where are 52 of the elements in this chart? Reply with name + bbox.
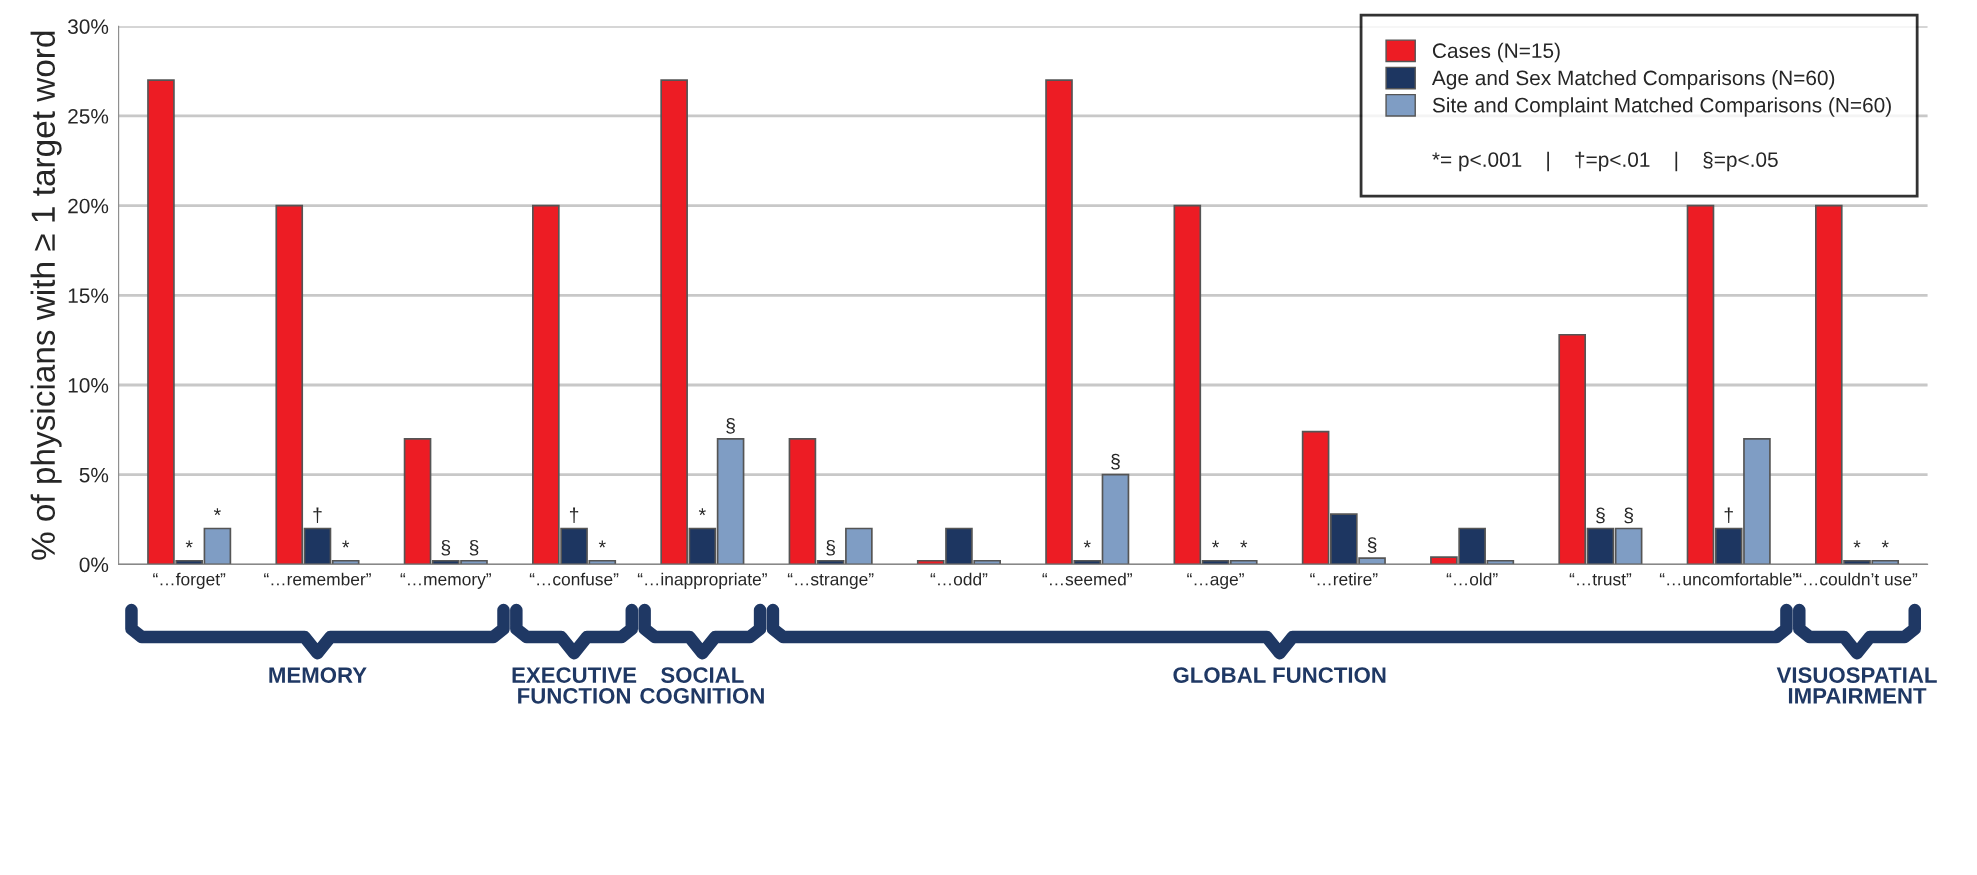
legend-label: Age and Sex Matched Comparisons (N=60) <box>1431 69 1835 90</box>
y-tick-label: 25% <box>68 108 109 124</box>
data-label: § <box>1111 453 1120 470</box>
data-label: * <box>1240 540 1248 548</box>
x-tick-label: “…memory” <box>400 573 491 589</box>
x-tick-label: “…uncomfortable” <box>1659 572 1798 586</box>
x-tick-label: “…inappropriate” <box>637 572 767 589</box>
data-label: † <box>313 507 322 523</box>
annotation: *= p<.001 | †=p<.01 | §=p<.05 <box>1432 151 1778 172</box>
data-label: § <box>441 539 451 556</box>
data-label: * <box>698 508 706 516</box>
data-label: * <box>213 508 221 516</box>
x-tick-label: “…forget” <box>153 572 226 589</box>
y-tick-label: 20% <box>68 198 109 214</box>
data-label: § <box>1596 507 1605 524</box>
data-label: * <box>1881 540 1889 548</box>
text: EXECUTIVE FUNCTION <box>512 667 637 704</box>
data-label: § <box>826 539 835 556</box>
data-label: * <box>342 540 350 548</box>
x-tick-label: “…confuse” <box>529 572 619 586</box>
y-tick-label: 0% <box>79 557 109 573</box>
x-tick-label: “…odd” <box>930 572 988 586</box>
data-label: § <box>1367 537 1377 553</box>
x-tick-label: “…age” <box>1187 573 1244 589</box>
x-tick-label: “…remember” <box>264 572 371 586</box>
text: GLOBAL FUNCTION <box>1173 667 1386 683</box>
y-tick-label: 5% <box>79 467 109 483</box>
text: VISUOSPATIAL IMPAIRMENT <box>1776 667 1937 704</box>
y-tick-label: 30% <box>68 19 109 34</box>
data-label: § <box>726 417 735 434</box>
data-label: † <box>1724 507 1733 523</box>
text: SOCIAL COGNITION <box>640 667 764 704</box>
x-tick-label: “…couldn’t use” <box>1796 572 1918 586</box>
y-tick-label: 10% <box>68 378 109 393</box>
data-label: § <box>469 539 479 556</box>
data-label: * <box>185 540 193 548</box>
y-tick-label: 15% <box>68 288 109 304</box>
legend-label: Site and Complaint Matched Comparisons (N=60) <box>1432 97 1891 117</box>
x-tick-label: “…retire” <box>1310 572 1378 586</box>
data-label: * <box>1083 540 1091 548</box>
text: MEMORY <box>269 667 367 683</box>
data-label: § <box>1624 507 1633 524</box>
x-tick-label: “…strange” <box>787 573 874 589</box>
data-label: * <box>1853 540 1861 548</box>
legend-label: Cases (N=15) <box>1432 42 1560 63</box>
data-label: † <box>569 507 579 523</box>
x-tick-label: “…old” <box>1446 572 1498 586</box>
x-tick-label: “…seemed” <box>1042 572 1132 586</box>
data-label: * <box>598 540 606 548</box>
x-tick-label: “…trust” <box>1569 573 1632 586</box>
y-axis-title: % of physicians with ≥ 1 target word <box>30 31 62 560</box>
data-label: * <box>1212 540 1220 548</box>
